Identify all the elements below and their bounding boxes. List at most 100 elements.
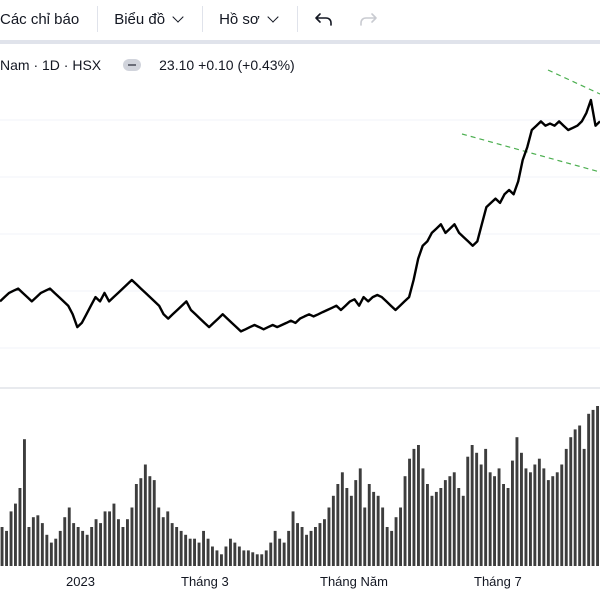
last-price: 23.10	[159, 57, 195, 73]
price-volume-chart[interactable]	[0, 44, 600, 600]
volume-bar	[72, 523, 76, 566]
chart-grid	[0, 119, 600, 349]
x-tick-label: Tháng 3	[181, 574, 229, 589]
volume-bar	[251, 552, 255, 566]
volume-bar	[314, 527, 317, 566]
volume-bar	[542, 468, 546, 566]
volume-bar	[533, 464, 537, 566]
volume-bar	[475, 452, 479, 566]
indicators-button[interactable]: Các chỉ báo	[0, 0, 97, 38]
volume-bar	[358, 468, 362, 566]
volume-bar	[14, 503, 17, 566]
volume-bar	[49, 542, 53, 566]
volume-bar	[134, 484, 138, 566]
volume-bar	[27, 527, 31, 566]
profile-button[interactable]: Hồ sơ	[203, 0, 297, 38]
volume-bar	[515, 437, 519, 566]
volume-bar	[260, 554, 264, 566]
chart-type-button[interactable]: Biểu đồ	[98, 0, 202, 38]
volume-bar	[546, 480, 550, 566]
volume-bar	[564, 448, 568, 566]
volume-bar	[264, 550, 268, 566]
volume-bar	[336, 484, 340, 566]
volume-bar	[23, 439, 26, 566]
trend-line-lower[interactable]	[461, 133, 600, 173]
volume-bar	[318, 523, 322, 566]
toolbar-separator	[202, 6, 204, 32]
volume-bar	[443, 480, 447, 566]
volume-bar	[470, 445, 474, 566]
volume-bar	[175, 527, 179, 566]
volume-bar	[426, 484, 429, 566]
volume-bar	[139, 478, 143, 566]
volume-bar	[372, 491, 376, 566]
volume-bar	[323, 519, 326, 566]
volume-bar	[390, 530, 394, 566]
volume-bar	[184, 534, 188, 566]
volume-bar	[220, 554, 223, 566]
volume-bar	[403, 476, 407, 566]
profile-label: Hồ sơ	[219, 10, 260, 28]
volume-bar	[143, 464, 147, 566]
volume-bar	[246, 550, 250, 566]
x-tick-label: 2023	[66, 574, 95, 589]
volume-bar	[273, 530, 277, 566]
volume-bar	[363, 507, 367, 566]
volume-bar	[193, 538, 196, 566]
toolbar-divider	[0, 40, 600, 44]
volume-bar	[130, 507, 134, 566]
volume-bar	[287, 530, 291, 566]
volume-bar	[40, 523, 44, 566]
volume-bar	[560, 464, 564, 566]
volume-bar	[421, 468, 425, 566]
volume-bar	[479, 464, 483, 566]
volume-bar	[0, 527, 4, 566]
volume-bar	[412, 448, 416, 566]
volume-bar	[31, 517, 35, 566]
volume-bar	[152, 480, 156, 566]
undo-button[interactable]	[304, 0, 344, 38]
volume-bar	[202, 530, 205, 566]
volume-bar	[166, 511, 170, 566]
volume-bar	[206, 538, 210, 566]
volume-bar	[103, 511, 107, 566]
indicators-label: Các chỉ báo	[0, 10, 80, 28]
volume-bar	[237, 546, 241, 566]
volume-bar	[269, 542, 273, 566]
volume-bar	[537, 458, 541, 566]
volume-bar	[488, 472, 492, 566]
volume-bar	[224, 546, 228, 566]
volume-bar	[376, 495, 380, 566]
volume-bar	[511, 460, 514, 566]
volume-bar	[197, 542, 201, 566]
volume-bar	[591, 409, 595, 566]
volume-bar	[573, 429, 577, 566]
volume-bar	[524, 468, 528, 566]
volume-bar	[497, 468, 501, 566]
volume-bar	[385, 527, 389, 566]
redo-button[interactable]	[348, 0, 388, 38]
volume-bar	[417, 445, 420, 566]
volume-bar	[81, 530, 85, 566]
volume-bar	[85, 534, 89, 566]
price-line[interactable]	[0, 98, 600, 333]
volume-bar	[309, 530, 313, 566]
volume-bar	[555, 472, 559, 566]
legend-toggle-icon[interactable]	[123, 59, 142, 71]
volume-bar	[461, 495, 465, 566]
volume-bar	[170, 523, 174, 566]
trend-line-upper[interactable]	[547, 69, 600, 95]
volume-bar	[408, 458, 411, 566]
volume-bar	[90, 527, 94, 566]
chevron-down-icon	[172, 10, 184, 23]
volume-bar	[76, 527, 80, 566]
volume-bar	[63, 517, 67, 566]
volume-bar	[148, 476, 152, 566]
symbol-legend: Nam · 1D · HSX 23.10 +0.10 (+0.43%)	[0, 55, 295, 75]
volume-bar	[331, 495, 335, 566]
volume-bar	[354, 480, 358, 566]
volume-bar	[502, 484, 505, 566]
volume-bar	[578, 425, 582, 566]
volume-bar	[439, 488, 443, 566]
volume-bar	[327, 507, 331, 566]
